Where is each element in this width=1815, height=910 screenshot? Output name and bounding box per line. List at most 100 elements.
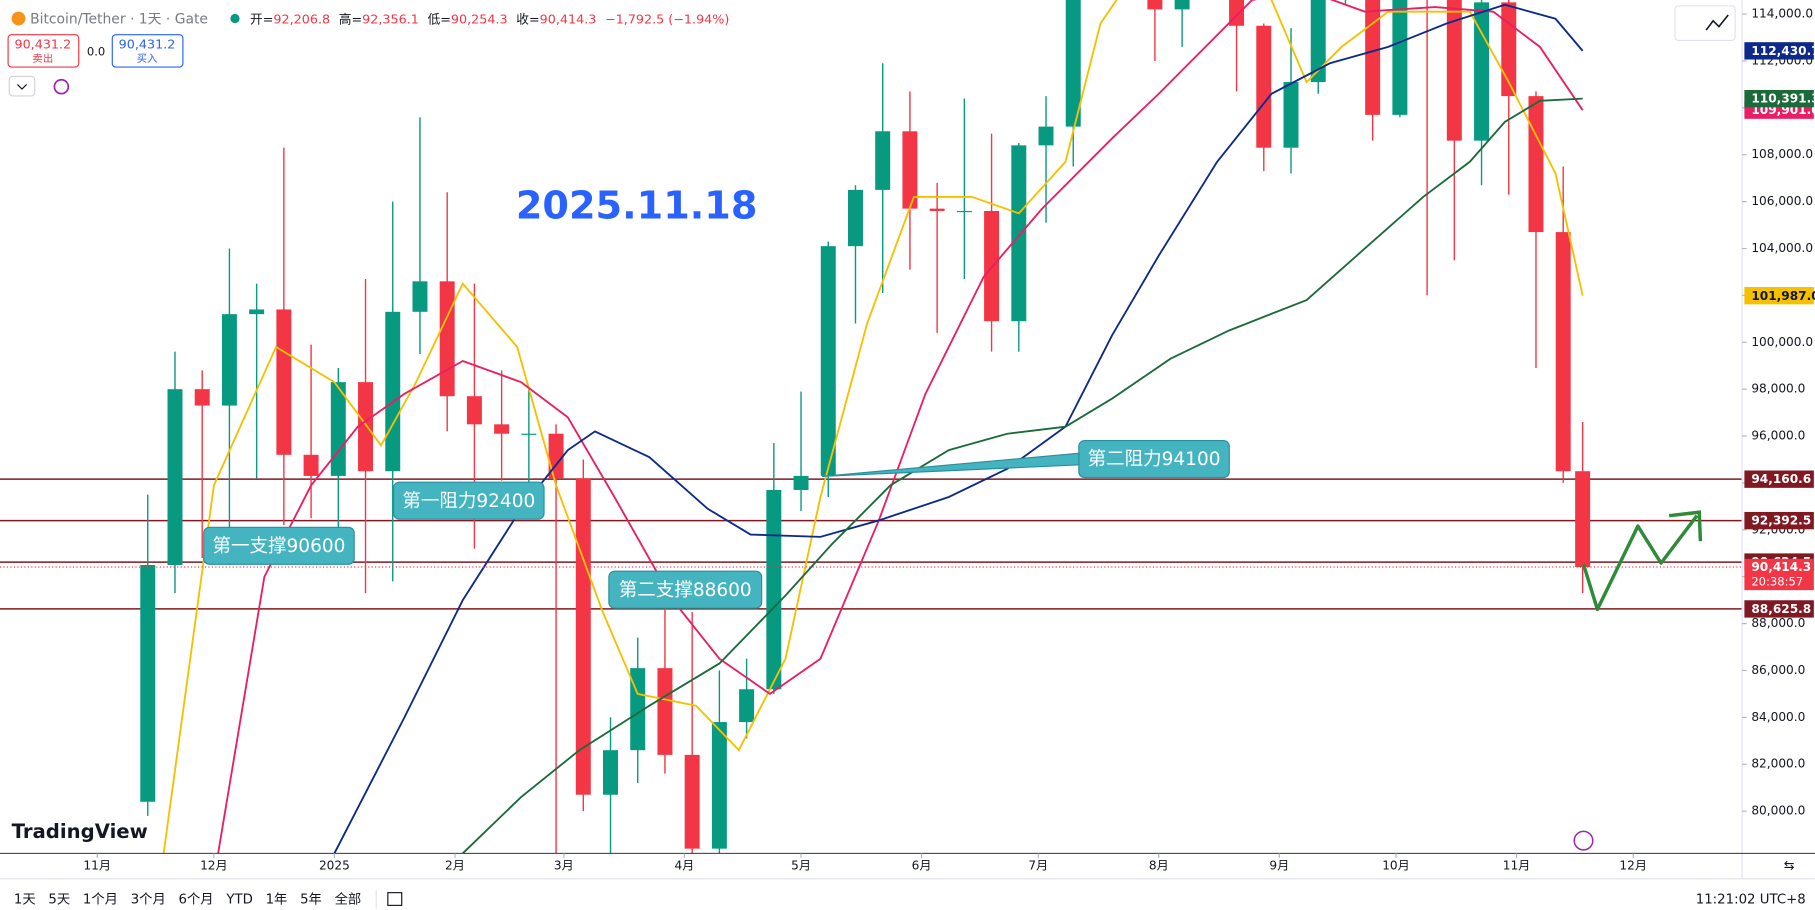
candle-body [276,309,292,455]
candle-body [1446,0,1462,141]
collapse-button[interactable] [8,75,36,97]
candle-body [684,754,700,849]
goto-realtime[interactable]: ⇆ [1784,858,1795,873]
candle-body [630,668,646,751]
market-status [230,13,240,24]
annotation-text: 第一支撑90600 [212,536,345,557]
brand-logo: TradingView [12,820,148,843]
candle-body [466,396,482,425]
ma-label-bg [1744,89,1814,108]
x-tick-label: 10月 [1382,859,1410,873]
range-button[interactable]: 1个月 [83,892,118,908]
candle-body [521,433,537,435]
y-tick-label: 100,000.0 [1751,335,1813,349]
candle-body [249,309,265,315]
candle-body [1310,0,1326,83]
level-label: 92,392.5 [1751,514,1811,528]
x-tick-label: 11月 [83,859,111,873]
ohlc-value: 92,356.1 [362,11,419,26]
candle-body [793,475,809,490]
candle-body [929,208,945,211]
x-tick-label: 4月 [674,859,694,873]
candle-body [847,189,863,247]
sell-button[interactable] [7,34,80,68]
range-toolbar: 1天 5天 1个月 3个月 6个月 YTD 1年 5年 全部 [14,890,403,909]
date-range-icon[interactable] [387,892,403,906]
y-tick-label: 80,000.0 [1751,804,1805,818]
ma-label: 112,430.7 [1751,44,1815,58]
clock: 11:21:02 UTC+8 [1696,893,1806,908]
candle-body [385,311,401,472]
last-price-label: 90,414.3 [1751,560,1811,574]
candle-body [820,246,836,476]
y-tick-label: 114,000.0 [1751,7,1813,21]
symbol-name: Bitcoin/Tether · 1天 · Gate [30,12,208,28]
x-tick-label: 12月 [200,859,228,873]
range-button[interactable]: 全部 [335,891,362,908]
x-tick-label: 6月 [912,859,932,873]
candle-body [439,281,455,397]
candle-body [167,389,183,565]
candle-body [1147,0,1163,10]
annotation-box [203,526,355,565]
range-button[interactable]: 6个月 [179,892,214,908]
candle-body [1528,96,1544,233]
range-button[interactable]: 1天 [14,893,36,908]
y-tick-label: 106,000.0 [1751,194,1813,208]
candle-body [1011,145,1027,322]
candle-body [711,722,727,849]
buy-button[interactable] [111,34,184,68]
range-button[interactable]: 5年 [300,892,322,908]
candle-body [1392,0,1408,115]
ohlc-value: 90,254.3 [451,11,508,26]
candle-body [739,689,755,723]
ohlc-label: 低 [428,11,441,26]
range-button[interactable]: 3个月 [131,892,166,908]
alert-icon[interactable] [1573,830,1594,851]
projection-path [1581,514,1699,612]
x-tick-label: 2025 [319,859,350,873]
ohlc-line: 开=92,206.8 高=92,356.1 低=90,254.3 收=90,41… [250,11,729,26]
candle-body [575,478,591,795]
y-tick-label: 104,000.0 [1751,241,1813,255]
sell-label: 卖出 [32,52,53,65]
candle-body [1256,25,1272,148]
x-tick-label: 3月 [554,859,574,873]
candle-body [330,382,346,476]
candle-body [1065,0,1081,127]
level-label: 88,625.8 [1751,602,1811,616]
annotation-text: 第一阻力92400 [402,491,535,512]
x-tick-label: 9月 [1269,859,1289,873]
candle-body [875,131,891,190]
candle-body [603,750,618,795]
y-tick-label: 82,000.0 [1751,757,1805,771]
candle-body [1474,2,1490,141]
candle-body [494,424,510,434]
drawing-tool[interactable] [1674,5,1736,42]
candle-body [412,281,428,312]
trend-icon [1705,14,1729,31]
buy-price: 90,431.2 [119,37,176,52]
range-button[interactable]: 5天 [48,893,70,908]
annotation-box [608,570,763,609]
range-button[interactable]: YTD [225,893,252,908]
range-button[interactable]: 1年 [266,892,288,908]
candle-body [1174,0,1190,10]
moving-average [162,0,1584,854]
x-tick-label: 12月 [1619,859,1647,873]
y-tick-label: 96,000.0 [1751,429,1805,443]
candle-body [194,389,210,406]
level-label-bg [1744,511,1814,530]
ohlc-value: 92,206.8 [273,11,330,26]
annotation-pointer [821,452,1080,477]
candle-body [548,433,564,479]
candle-body [902,131,918,209]
candle-body [1365,0,1381,115]
candle-body [766,489,782,690]
candle-body [657,668,673,755]
ohlc-label: 开 [250,11,263,26]
y-tick-label: 86,000.0 [1751,663,1805,677]
refresh-icon[interactable] [53,78,70,95]
ma-label-bg [1744,42,1814,60]
